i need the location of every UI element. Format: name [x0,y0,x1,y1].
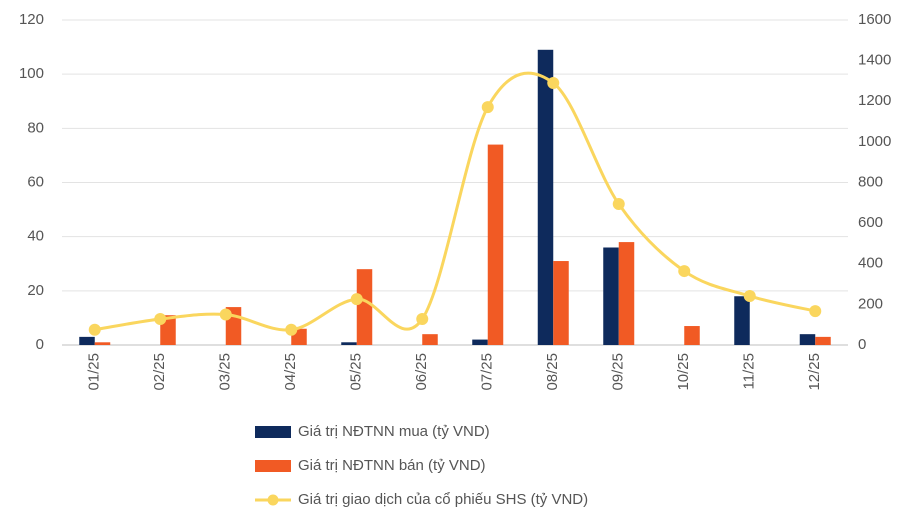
bar [341,342,357,345]
line-point [743,290,756,303]
legend-swatch [255,426,291,438]
line-point [285,323,298,336]
y2-tick-label: 200 [858,295,883,312]
bar [472,339,488,345]
y2-tick-label: 600 [858,214,883,231]
x-tick-label: 11/25 [741,353,758,389]
y-tick-label: 40 [27,228,44,245]
y-tick-label: 80 [27,119,44,136]
y2-tick-label: 0 [858,336,866,353]
line-point [612,198,625,211]
x-tick-label: 08/25 [544,353,561,391]
x-tick-label: 06/25 [413,353,430,391]
bar [487,144,504,345]
bar [553,261,569,345]
line-point [416,313,429,325]
x-tick-label: 01/25 [86,353,103,391]
bar [799,334,816,345]
bar [422,334,438,345]
legend-label: Giá trị NĐTNN bán (tỷ VND) [298,457,486,474]
y-tick-label: 0 [36,336,44,353]
bar [94,342,111,345]
x-tick-label: 05/25 [348,353,365,391]
x-tick-label: 10/25 [675,353,692,391]
bar [618,242,635,345]
x-tick-label: 09/25 [610,353,627,391]
line [94,71,816,332]
line-point [678,265,691,278]
line-point [88,323,101,336]
line-point [481,101,494,114]
legend-label: Giá trị giao dịch của cổ phiếu SHS (tỷ V… [298,491,588,508]
x-tick-label: 04/25 [282,353,299,391]
bar [79,336,95,345]
y-tick-label: 60 [27,173,44,190]
line-point [809,305,822,318]
x-tick-label: 03/25 [217,353,234,391]
bar [356,269,373,345]
y2-tick-label: 1200 [858,92,891,109]
line-point [219,308,232,321]
x-tick-label: 02/25 [151,353,168,391]
y2-tick-label: 1400 [858,52,891,69]
x-tick-label: 07/25 [479,353,496,391]
y2-tick-label: 800 [858,173,883,190]
bar [815,336,831,345]
x-tick-label: 12/25 [806,353,823,391]
y-tick-label: 100 [19,65,44,82]
legend-label: Giá trị NĐTNN mua (tỷ VND) [298,423,490,440]
y-tick-label: 20 [27,282,44,299]
line-point [547,76,560,89]
legend-swatch [255,460,291,472]
y2-tick-label: 400 [858,255,883,272]
y2-tick-label: 1000 [858,133,891,150]
y-tick-label: 120 [19,11,44,28]
bar [684,326,700,345]
bar [537,49,554,346]
line-point [154,313,167,325]
bar [734,296,750,345]
legend-swatch [267,494,279,506]
y2-tick-label: 1600 [858,11,891,28]
bar [603,247,619,345]
line-point [350,293,363,306]
